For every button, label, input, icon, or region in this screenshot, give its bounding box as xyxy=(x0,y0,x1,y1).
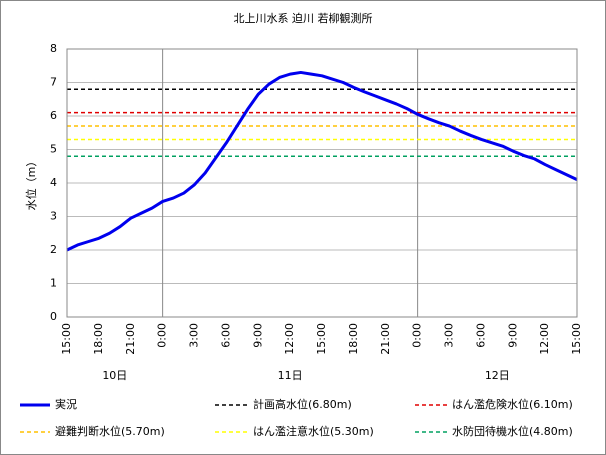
day-label: 10日 xyxy=(102,369,127,382)
legend-label: 計画高水位(6.80m) xyxy=(253,397,352,411)
y-tick-label: 5 xyxy=(50,143,57,156)
day-label: 12日 xyxy=(485,369,510,382)
x-tick-label: 15:00 xyxy=(315,323,328,355)
y-tick-label: 6 xyxy=(50,109,57,122)
x-tick-label: 9:00 xyxy=(251,323,264,348)
x-tick-label: 0:00 xyxy=(411,323,424,348)
y-tick-label: 1 xyxy=(50,277,57,290)
x-tick-label: 18:00 xyxy=(347,323,360,355)
data-line xyxy=(66,70,578,252)
chart-title: 北上川水系 迫川 若柳観測所 xyxy=(234,11,373,25)
x-tick-label: 15:00 xyxy=(60,323,73,355)
legend-label: はん濫注意水位(5.30m) xyxy=(253,424,374,438)
legend-label: 水防団待機水位(4.80m) xyxy=(452,424,573,438)
x-tick-label: 21:00 xyxy=(124,323,137,355)
x-tick-label: 9:00 xyxy=(506,323,519,348)
day-label: 11日 xyxy=(278,369,303,382)
x-tick-label: 21:00 xyxy=(379,323,392,355)
x-tick-label: 18:00 xyxy=(92,323,105,355)
y-tick-label: 7 xyxy=(50,76,57,89)
y-tick-label: 2 xyxy=(50,243,57,256)
x-tick-label: 6:00 xyxy=(219,323,232,348)
y-tick-label: 8 xyxy=(50,42,57,55)
x-tick-label: 0:00 xyxy=(156,323,169,348)
x-tick-label: 15:00 xyxy=(570,323,583,355)
x-tick-label: 3:00 xyxy=(188,323,201,348)
legend-label: 実況 xyxy=(55,397,77,411)
legend-label: 避難判断水位(5.70m) xyxy=(55,424,165,438)
y-tick-label: 4 xyxy=(50,176,57,189)
y-tick-label: 3 xyxy=(50,210,57,223)
legend-label: はん濫危険水位(6.10m) xyxy=(452,397,573,411)
y-axis-label: 水位（m） xyxy=(24,156,38,211)
x-tick-label: 12:00 xyxy=(283,323,296,355)
x-tick-label: 12:00 xyxy=(538,323,551,355)
x-tick-label: 6:00 xyxy=(474,323,487,348)
plot-frame xyxy=(66,48,578,318)
y-tick-label: 0 xyxy=(50,310,57,323)
x-tick-label: 3:00 xyxy=(443,323,456,348)
